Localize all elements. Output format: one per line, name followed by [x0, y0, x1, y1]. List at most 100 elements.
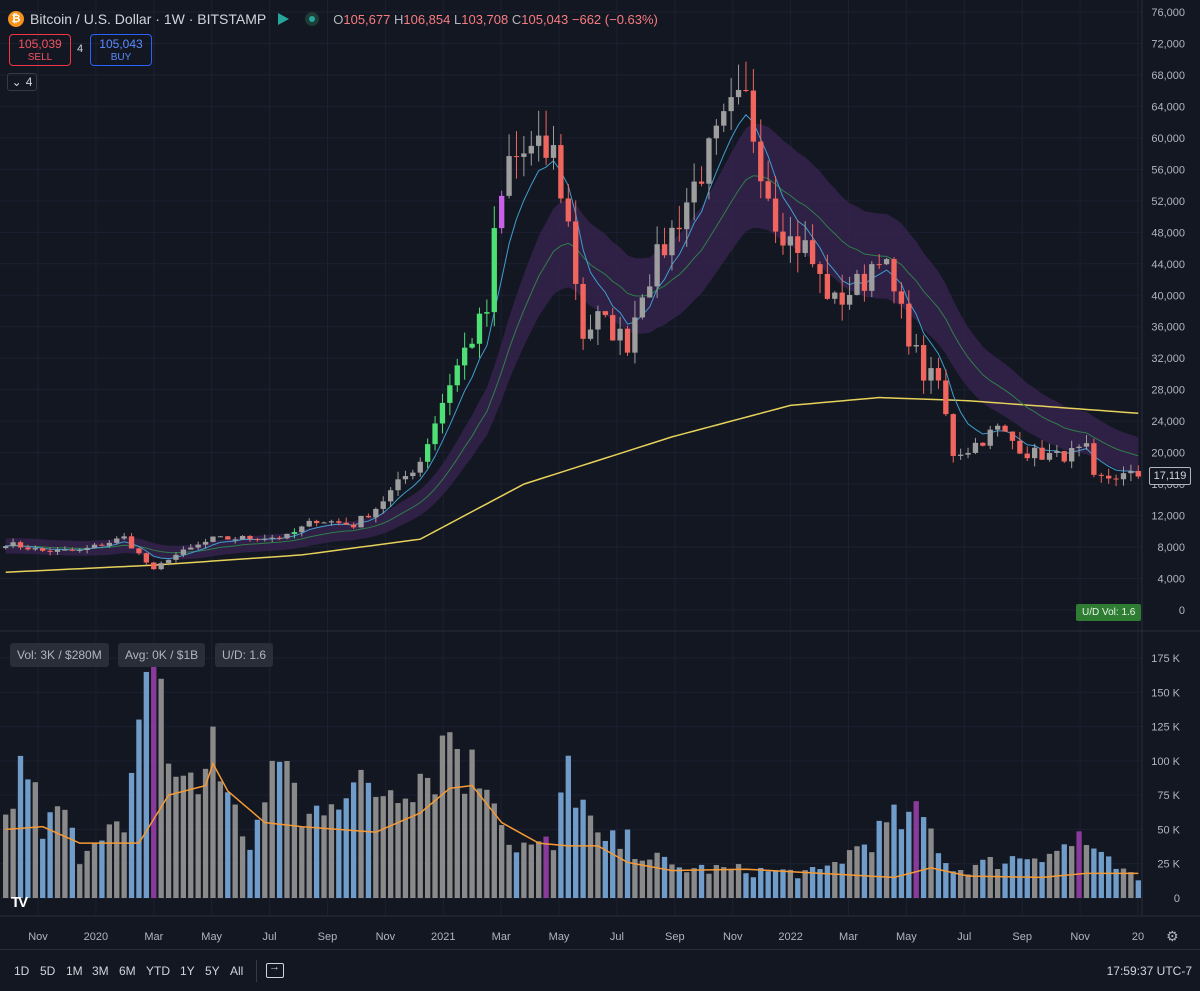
candle [839, 292, 845, 305]
volume-bar [891, 804, 897, 898]
candle [787, 236, 794, 246]
candle [780, 231, 786, 246]
volume-bar [217, 781, 224, 898]
volume-bar [528, 844, 534, 898]
spread-value: 4 [77, 43, 84, 55]
candle [232, 539, 238, 541]
timeframe-1y[interactable]: 1Y [180, 964, 195, 978]
candle [395, 479, 401, 491]
indicators-toggle[interactable]: ⌄ 4 [7, 73, 37, 91]
time-tick-label: Nov [28, 931, 48, 943]
clock[interactable]: 17:59:37 UTC-7 [1106, 964, 1192, 978]
volume-bar [350, 782, 357, 898]
candle [1017, 440, 1023, 454]
time-tick-label: Jul [610, 931, 624, 943]
candle [47, 550, 53, 552]
timeframe-1d[interactable]: 1D [14, 964, 30, 978]
candle [617, 328, 623, 341]
flag-icon[interactable] [278, 13, 290, 25]
candle [217, 536, 224, 538]
tradingview-logo[interactable]: TV [11, 894, 28, 911]
volume-bar [254, 819, 261, 898]
average-volume-chip[interactable]: Avg: 0K / $1B [118, 643, 206, 667]
volume-bar [143, 671, 150, 898]
volume-bar [269, 760, 275, 898]
symbol-title[interactable]: Bitcoin / U.S. Dollar · 1W · BITSTAMP [30, 11, 267, 27]
volume-bar [180, 775, 187, 898]
volume-bar [276, 761, 283, 898]
candle [328, 521, 335, 523]
indicator-count: 4 [25, 75, 33, 89]
volume-bar [484, 789, 490, 898]
candle [1039, 447, 1045, 460]
volume-bar [121, 832, 127, 898]
buy-label: BUY [110, 52, 132, 63]
candle [1091, 443, 1097, 475]
candle [225, 536, 231, 540]
candle [69, 549, 75, 551]
market-status-icon[interactable] [305, 12, 320, 26]
date-range-icon[interactable] [266, 961, 284, 978]
gear-icon[interactable]: ⚙ [1166, 928, 1179, 944]
candle [195, 544, 201, 548]
price-tick-label: 28,000 [1151, 385, 1185, 397]
timeframe-5y[interactable]: 5Y [205, 964, 220, 978]
volume-bar [750, 877, 757, 898]
volume-chip[interactable]: Vol: 3K / $280M [10, 643, 109, 667]
volume-bar [491, 803, 497, 898]
candle [306, 520, 312, 527]
volume-bar [1098, 851, 1104, 898]
volume-bar [54, 806, 61, 898]
candle [343, 522, 349, 525]
candle [706, 138, 712, 184]
candle [573, 221, 579, 284]
sell-button[interactable]: 105,039 SELL [9, 34, 71, 66]
volume-bar [188, 772, 194, 898]
candle [935, 368, 942, 381]
volume-bar [580, 799, 586, 898]
timeframe-all[interactable]: All [230, 964, 244, 978]
candle [595, 311, 601, 330]
price-tick-label: 36,000 [1151, 322, 1185, 334]
volume-bar [647, 859, 653, 898]
volume-bar [291, 782, 298, 898]
timeframe-3m[interactable]: 3M [92, 964, 109, 978]
candle [91, 544, 98, 549]
timeframe-1m[interactable]: 1M [66, 964, 83, 978]
candle [684, 202, 690, 230]
volume-bar [898, 829, 905, 898]
timeframe-5d[interactable]: 5D [40, 964, 56, 978]
volume-bar [284, 761, 290, 898]
timeframe-ytd[interactable]: YTD [146, 964, 170, 978]
volume-bar [550, 850, 557, 898]
timeframe-6m[interactable]: 6M [119, 964, 136, 978]
price-tick-label: 76,000 [1151, 7, 1185, 19]
candle [210, 536, 216, 542]
candle [513, 156, 520, 158]
candle [580, 283, 586, 339]
volume-bar [262, 802, 268, 898]
volume-bar [417, 773, 423, 898]
buy-button[interactable]: 105,043 BUY [90, 34, 152, 66]
buy-price: 105,043 [99, 37, 143, 51]
volume-bar [772, 870, 779, 898]
volume-bar [1046, 853, 1053, 898]
candle [202, 541, 209, 545]
candle [654, 244, 660, 287]
volume-bar [802, 870, 808, 898]
price-tick-label: 0 [1179, 605, 1185, 617]
change-value: −662 (−0.63%) [571, 11, 658, 27]
volume-bar [1135, 880, 1141, 898]
ud-ratio-chip[interactable]: U/D: 1.6 [215, 643, 274, 667]
volume-bar [77, 864, 83, 898]
high-value: 106,854 [403, 11, 451, 27]
volume-bar [1031, 858, 1038, 898]
candle [1031, 447, 1038, 459]
candle [10, 542, 16, 547]
low-key: L [454, 11, 462, 27]
candle [128, 536, 135, 549]
candle [373, 508, 379, 518]
volume-bar [32, 782, 38, 898]
time-tick-label: Jul [957, 931, 971, 943]
